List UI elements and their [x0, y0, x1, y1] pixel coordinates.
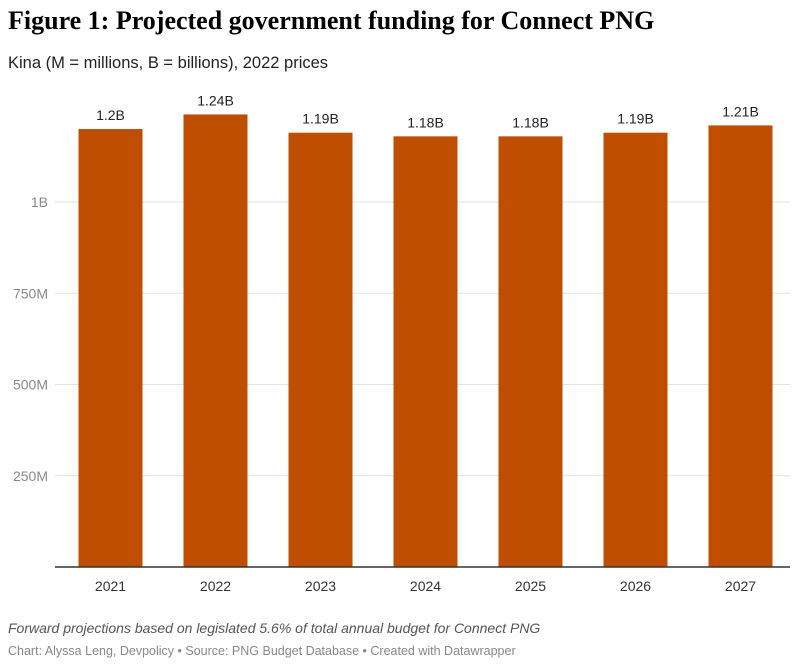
- x-tick-label: 2024: [410, 578, 441, 594]
- bar-value-label: 1.18B: [512, 114, 549, 130]
- bar-value-label: 1.21B: [722, 103, 759, 119]
- bar-value-label: 1.19B: [302, 111, 339, 127]
- x-tick-label: 2027: [725, 578, 756, 594]
- chart-subtitle: Kina (M = millions, B = billions), 2022 …: [8, 54, 329, 72]
- x-tick-label: 2026: [620, 578, 651, 594]
- bar: [603, 132, 668, 568]
- x-tick-label: 2025: [515, 578, 546, 594]
- bar-value-label: 1.19B: [617, 111, 654, 127]
- chart-title: Figure 1: Projected government funding f…: [8, 6, 655, 35]
- chart-note: Forward projections based on legislated …: [8, 620, 541, 636]
- bar: [183, 114, 248, 568]
- x-tick-label: 2022: [200, 578, 231, 594]
- y-tick-label: 1B: [31, 194, 48, 210]
- bar: [78, 129, 143, 567]
- bar: [288, 132, 353, 568]
- chart-credit: Chart: Alyssa Leng, Devpolicy • Source: …: [8, 644, 516, 658]
- bar-value-label: 1.24B: [197, 92, 234, 108]
- bar: [498, 136, 563, 567]
- x-tick-label: 2023: [305, 578, 336, 594]
- x-tick-label: 2021: [95, 578, 126, 594]
- y-tick-label: 500M: [13, 377, 48, 393]
- bar-value-label: 1.2B: [96, 107, 125, 123]
- y-tick-label: 750M: [13, 285, 48, 301]
- bar: [708, 125, 773, 567]
- bar: [393, 136, 458, 567]
- y-tick-label: 250M: [13, 468, 48, 484]
- bar-value-label: 1.18B: [407, 114, 444, 130]
